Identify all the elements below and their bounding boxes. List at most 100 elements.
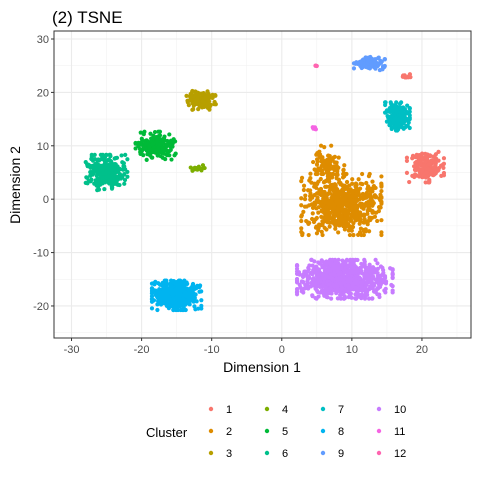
- point-cluster-6: [110, 181, 115, 187]
- point-cluster-6: [93, 178, 98, 183]
- legend-label-8: 8: [338, 426, 344, 438]
- point-cluster-8: [149, 306, 155, 311]
- point-cluster-2: [371, 186, 376, 191]
- point-cluster-10: [370, 275, 375, 280]
- point-cluster-2: [324, 192, 329, 197]
- point-cluster-6: [89, 152, 94, 157]
- point-cluster-10: [339, 266, 344, 271]
- point-cluster-5: [141, 153, 146, 158]
- point-cluster-2: [357, 217, 363, 222]
- point-cluster-2: [333, 210, 338, 215]
- point-cluster-10: [316, 260, 321, 265]
- point-cluster-1: [433, 163, 438, 168]
- point-cluster-2: [331, 205, 336, 210]
- y-tick-label: 20: [37, 87, 49, 99]
- legend-item-8: 8: [320, 426, 344, 438]
- legend-label-5: 5: [282, 426, 288, 438]
- point-cluster-6: [120, 175, 125, 180]
- point-cluster-10: [379, 272, 384, 278]
- point-cluster-2: [308, 176, 313, 181]
- panel-border: [53, 30, 472, 339]
- point-cluster-10: [316, 294, 321, 299]
- point-cluster-2: [338, 181, 343, 186]
- point-cluster-3: [208, 94, 213, 100]
- point-cluster-6: [122, 172, 127, 177]
- point-cluster-10: [357, 276, 362, 281]
- point-cluster-7: [385, 109, 390, 114]
- point-cluster-2: [324, 184, 329, 189]
- x-axis-ticks: -30 -20 -10 0 10 20: [64, 338, 428, 356]
- point-cluster-5: [133, 146, 138, 151]
- series-12: [313, 63, 319, 69]
- point-cluster-1: [404, 155, 410, 160]
- point-cluster-2: [323, 200, 329, 205]
- point-cluster-3: [188, 98, 193, 103]
- point-cluster-2: [320, 232, 325, 238]
- point-cluster-10: [364, 282, 369, 287]
- y-tick-label: 30: [37, 34, 49, 46]
- legend-key-10: [376, 406, 382, 412]
- series-3: [184, 88, 218, 112]
- point-cluster-9: [351, 66, 357, 71]
- point-cluster-1: [427, 153, 433, 158]
- x-tick-label: -20: [134, 344, 150, 356]
- point-cluster-2: [327, 153, 332, 159]
- point-cluster-5: [165, 138, 170, 144]
- point-cluster-2: [319, 229, 324, 234]
- point-cluster-10: [361, 286, 367, 291]
- point-cluster-2: [349, 212, 355, 217]
- point-cluster-10: [310, 294, 315, 299]
- point-cluster-10: [381, 277, 386, 282]
- legend-key-12: [376, 450, 382, 456]
- point-cluster-2: [301, 209, 306, 214]
- point-cluster-2: [305, 220, 310, 225]
- point-cluster-7: [397, 123, 402, 128]
- point-cluster-5: [154, 135, 159, 140]
- y-axis-title: Dimension 2: [7, 146, 23, 224]
- series-8: [149, 278, 204, 313]
- point-cluster-2: [327, 224, 332, 229]
- point-cluster-10: [370, 296, 375, 301]
- point-cluster-10: [377, 275, 382, 281]
- point-cluster-8: [176, 278, 182, 283]
- point-cluster-2: [324, 205, 329, 210]
- point-cluster-3: [206, 101, 211, 106]
- legend-key-9: [320, 450, 326, 456]
- point-cluster-10: [326, 282, 332, 287]
- legend-label-6: 6: [282, 448, 288, 460]
- point-cluster-2: [373, 195, 378, 200]
- point-cluster-6: [83, 160, 88, 165]
- point-cluster-5: [148, 131, 153, 136]
- point-cluster-10: [320, 272, 325, 277]
- legend-key-11: [376, 428, 382, 434]
- point-cluster-3: [205, 89, 210, 94]
- point-cluster-5: [141, 132, 146, 137]
- point-cluster-2: [316, 205, 321, 210]
- point-cluster-7: [407, 106, 412, 111]
- legend-item-12: 12: [376, 448, 406, 460]
- point-cluster-2: [329, 143, 334, 148]
- point-cluster-6: [119, 153, 124, 158]
- point-cluster-2: [326, 172, 331, 178]
- point-cluster-10: [294, 266, 300, 271]
- point-cluster-5: [156, 153, 161, 158]
- point-cluster-1: [404, 170, 410, 176]
- legend-key-3: [208, 450, 214, 456]
- point-cluster-2: [314, 152, 319, 157]
- point-cluster-4: [190, 168, 195, 173]
- point-cluster-2: [341, 168, 346, 173]
- point-cluster-7: [391, 107, 396, 113]
- point-cluster-2: [329, 186, 334, 192]
- point-cluster-10: [373, 257, 378, 262]
- point-cluster-2: [302, 197, 308, 202]
- point-cluster-5: [165, 151, 170, 156]
- point-cluster-2: [299, 175, 305, 180]
- point-cluster-2: [303, 193, 308, 198]
- point-cluster-2: [362, 220, 367, 225]
- point-cluster-8: [175, 307, 181, 313]
- legend-key-2: [208, 428, 214, 434]
- point-cluster-10: [327, 287, 332, 292]
- point-cluster-6: [112, 156, 117, 161]
- point-cluster-2: [379, 232, 384, 238]
- point-cluster-10: [363, 291, 368, 296]
